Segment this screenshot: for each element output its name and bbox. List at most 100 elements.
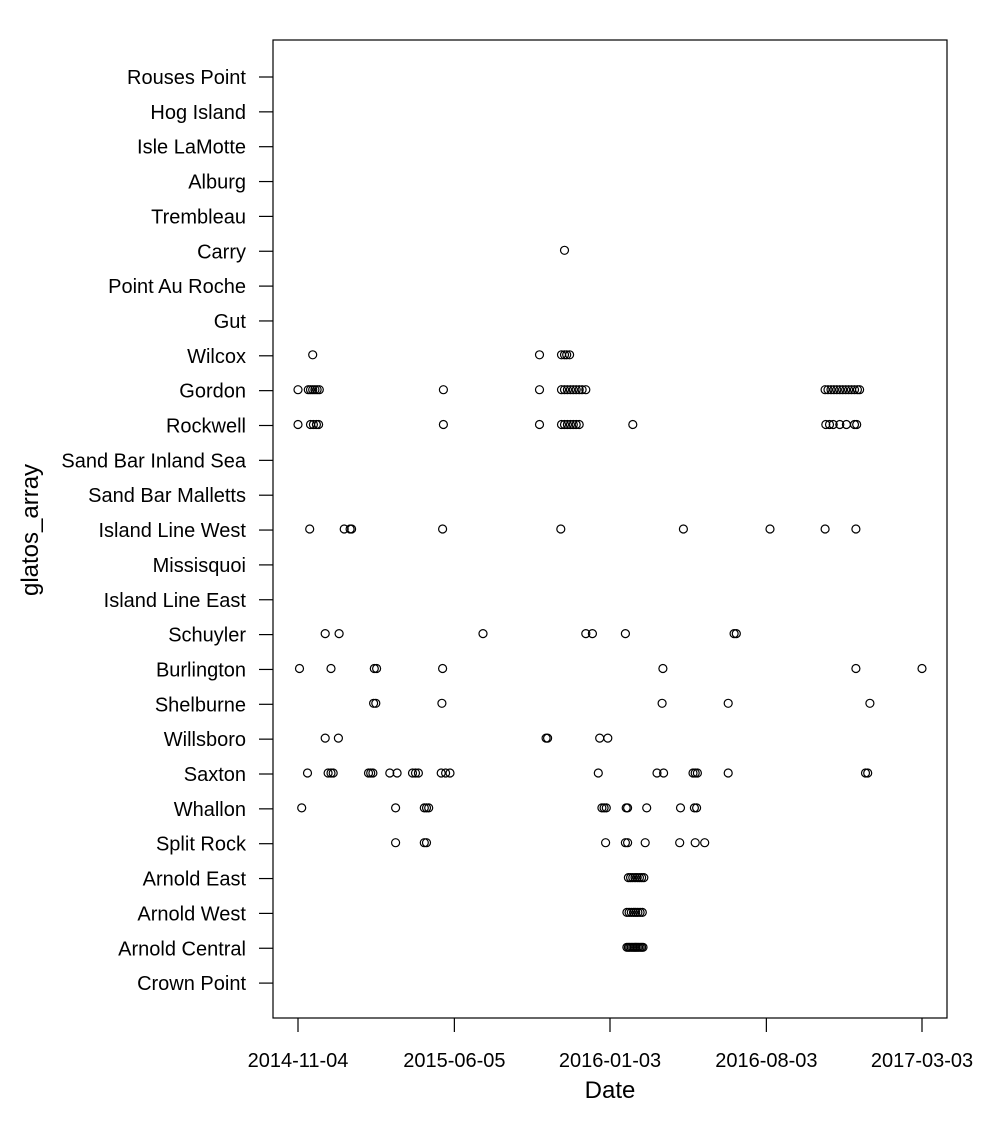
data-point <box>559 245 570 255</box>
y-tick-label: Island Line West <box>99 520 247 542</box>
data-point <box>675 838 685 848</box>
y-tick-label: Crown Point <box>137 973 246 995</box>
data-point <box>731 628 741 639</box>
y-tick-label: Arnold West <box>137 903 246 925</box>
data-point <box>637 907 647 918</box>
data-point <box>320 628 330 639</box>
data-point <box>559 385 570 395</box>
y-tick-label: Saxton <box>184 764 246 786</box>
data-point <box>658 663 668 674</box>
data-point <box>334 628 344 639</box>
data-point <box>320 733 330 743</box>
data-point <box>368 768 378 778</box>
data-point <box>438 663 448 674</box>
data-point <box>568 385 578 395</box>
data-point <box>392 768 402 778</box>
data-point <box>437 698 447 708</box>
y-axis-title: glatos_array <box>17 464 44 596</box>
data-point <box>603 733 613 743</box>
data-point <box>564 350 575 360</box>
data-point <box>328 768 338 778</box>
data-point <box>369 663 379 674</box>
y-tick-label: Wilcox <box>187 346 246 368</box>
data-point <box>438 419 448 430</box>
data-point <box>639 872 649 883</box>
data-point <box>302 768 313 778</box>
x-tick-label: 2017-03-03 <box>871 1050 973 1072</box>
x-tick-label: 2015-06-05 <box>403 1050 505 1072</box>
data-point <box>441 768 451 778</box>
data-point <box>571 385 581 395</box>
y-tick-label: Burlington <box>156 659 246 681</box>
data-point <box>843 385 854 395</box>
y-axis: Rouses Point Hog Island Isle LaMotte Alburg… <box>61 67 273 995</box>
y-tick-label: Trembleau <box>151 206 246 228</box>
data-point <box>642 803 652 813</box>
data-point <box>314 419 324 430</box>
data-point <box>587 628 598 639</box>
data-point <box>308 419 318 430</box>
y-tick-label: Point Au Roche <box>108 276 246 298</box>
data-point <box>339 524 349 534</box>
data-point <box>690 838 700 848</box>
plot-frame <box>272 39 948 1019</box>
y-tick-label: Whallon <box>174 799 246 821</box>
data-point <box>297 803 307 813</box>
data-point <box>391 803 401 813</box>
data-point <box>556 385 567 395</box>
data-point <box>565 419 576 430</box>
data-point <box>478 628 488 639</box>
data-point <box>658 768 669 778</box>
data-point <box>314 385 324 395</box>
data-point <box>438 385 448 395</box>
data-point <box>851 663 861 674</box>
data-point <box>851 524 861 534</box>
data-point <box>854 385 865 395</box>
data-points <box>293 245 927 952</box>
data-point <box>841 385 851 395</box>
data-point <box>294 663 305 674</box>
data-point <box>565 385 576 395</box>
data-point <box>863 768 873 778</box>
y-tick-label: Shelburne <box>155 694 246 716</box>
data-point <box>372 663 382 674</box>
data-point <box>820 385 830 395</box>
data-point <box>652 768 662 778</box>
data-point <box>723 768 733 778</box>
data-point <box>832 385 842 395</box>
data-point <box>436 768 446 778</box>
data-point <box>820 524 830 534</box>
data-point <box>595 733 605 743</box>
data-point <box>581 628 591 639</box>
data-point <box>562 419 573 430</box>
data-point <box>391 838 401 848</box>
data-point <box>865 698 875 708</box>
data-point <box>838 385 848 395</box>
data-point <box>622 803 633 813</box>
y-tick-label: Rockwell <box>166 416 246 438</box>
data-point <box>835 419 845 430</box>
data-point <box>438 524 448 534</box>
data-point <box>559 419 570 430</box>
data-point <box>849 385 860 395</box>
data-point <box>852 419 862 430</box>
data-point <box>534 350 545 360</box>
data-point <box>371 698 381 708</box>
data-point <box>640 838 650 848</box>
data-point <box>556 524 566 534</box>
data-point <box>593 768 603 778</box>
data-point <box>542 733 553 743</box>
data-point <box>824 419 835 430</box>
y-tick-label: Arnold Central <box>118 938 246 960</box>
data-point <box>765 524 775 534</box>
x-tick-label: 2016-08-03 <box>715 1050 817 1072</box>
data-point <box>692 768 703 778</box>
data-point <box>675 803 686 813</box>
y-tick-label: Willsboro <box>164 729 246 751</box>
data-point <box>574 385 584 395</box>
data-point <box>445 768 455 778</box>
x-tick-label: 2014-11-04 <box>248 1050 349 1072</box>
data-point <box>620 628 631 639</box>
data-point <box>305 524 315 534</box>
